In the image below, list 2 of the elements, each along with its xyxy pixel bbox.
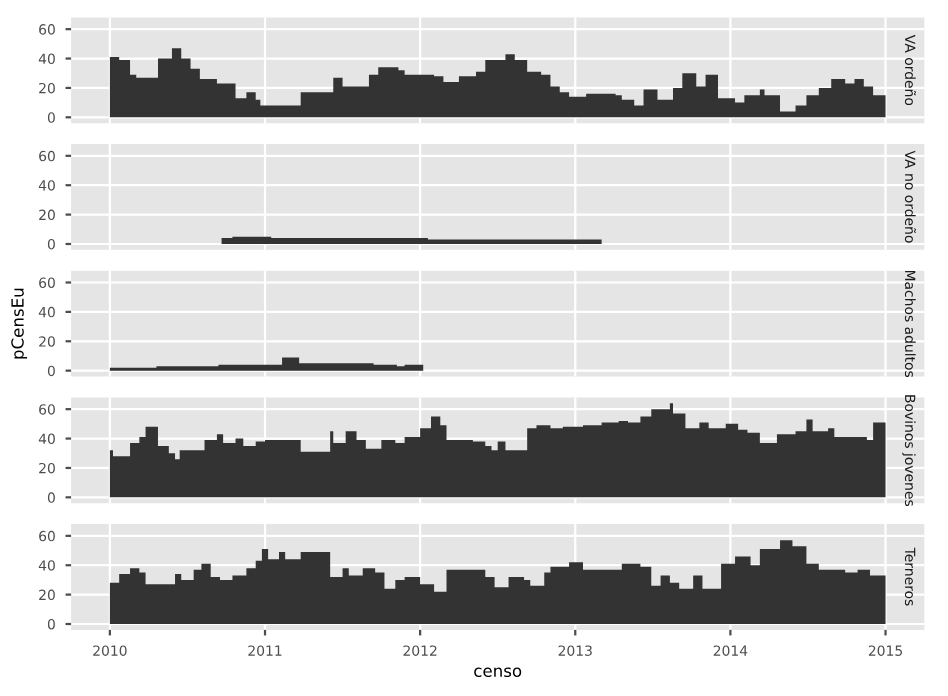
y-axis-title: pCensEu (11, 288, 28, 359)
x-axis-title: censo (474, 667, 522, 678)
